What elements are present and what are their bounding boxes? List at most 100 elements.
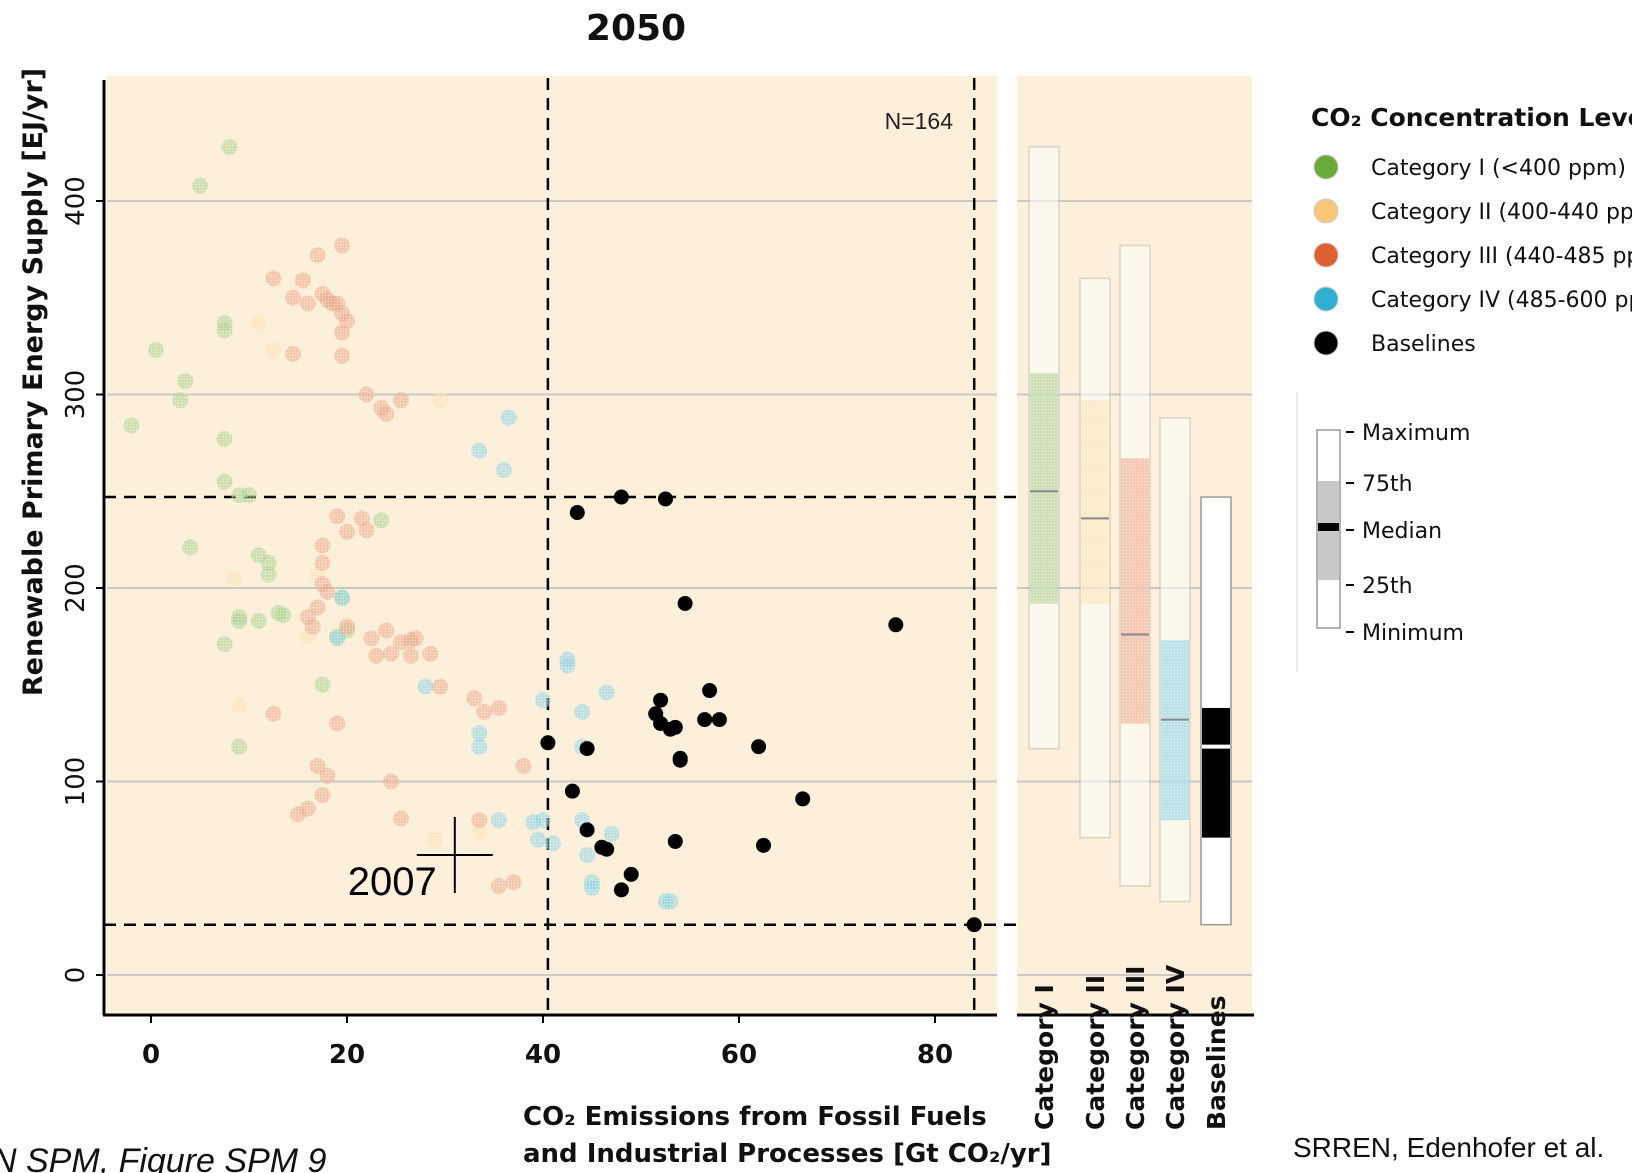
data-point-texture	[241, 487, 257, 504]
legend-title: CO₂ Concentration Levels	[1311, 103, 1632, 132]
data-point-texture	[495, 461, 512, 478]
data-point-baseline	[795, 791, 811, 807]
data-point-texture	[294, 272, 311, 289]
x-tick-label: 60	[721, 1040, 757, 1070]
data-point-baseline	[613, 489, 629, 505]
data-point-texture	[177, 372, 194, 389]
data-point-texture	[172, 392, 189, 409]
data-point-texture	[285, 345, 302, 362]
data-point-baseline	[966, 917, 982, 933]
data-point-texture	[471, 812, 488, 829]
boxplot-label: Category I	[1030, 984, 1059, 1130]
data-point-texture	[339, 523, 355, 540]
data-point-texture	[182, 539, 199, 556]
boxplot-labels: Category I Category II Category III Categor…	[1030, 964, 1231, 1130]
boxplot-texture	[1030, 373, 1058, 604]
legend-marker-baseline	[1313, 330, 1339, 356]
boxplot-cat1	[1028, 146, 1060, 750]
legend-items: Category I (<400 ppm) Category II (400-44…	[1313, 154, 1632, 357]
x-tick-label: 20	[329, 1040, 365, 1070]
data-point-texture	[530, 831, 547, 848]
data-point-texture	[329, 715, 346, 732]
data-point-baseline	[623, 866, 639, 882]
data-point-texture	[471, 738, 488, 755]
chart-title: 2050	[586, 8, 686, 49]
boxplot-label: Category II	[1081, 975, 1110, 1130]
data-point-texture	[471, 823, 488, 840]
data-point-texture	[466, 690, 483, 707]
data-point-texture	[515, 758, 532, 775]
data-point-baseline	[579, 741, 595, 757]
boxplot-cat2	[1079, 277, 1111, 839]
legend-label-cat1: Category I (<400 ppm)	[1371, 156, 1626, 181]
data-point-texture	[490, 812, 507, 829]
main-plot-background	[107, 76, 997, 1013]
data-point-texture	[584, 879, 600, 896]
data-point-texture	[319, 767, 336, 784]
boxplot-legend: Maximum 75th Median 25th Minimum	[1296, 392, 1470, 672]
data-point-texture	[299, 800, 316, 817]
n-annotation: N=164	[885, 108, 954, 134]
data-point-texture	[574, 703, 591, 720]
boxplot-baseline	[1200, 496, 1232, 926]
data-point-texture	[216, 473, 233, 490]
data-point-texture	[231, 609, 248, 626]
data-point-texture	[231, 698, 248, 715]
data-point-texture	[662, 893, 679, 910]
data-point-texture	[265, 705, 282, 722]
legend-label-cat2: Category II (400-440 ppm)	[1371, 200, 1632, 225]
x-tick-label: 40	[525, 1040, 561, 1070]
data-point-texture	[265, 341, 282, 358]
data-point-texture	[368, 647, 385, 664]
data-point-texture	[471, 442, 488, 459]
legend-marker-cat4	[1313, 286, 1339, 312]
data-point-texture	[334, 347, 351, 364]
data-point-texture	[579, 847, 596, 864]
boxplot-cat3	[1119, 244, 1151, 887]
boxplot-label: Category IV	[1161, 964, 1190, 1130]
y-tick-label: 400	[61, 176, 91, 226]
marker-2007: 2007	[348, 817, 493, 904]
data-point-texture	[285, 289, 302, 306]
data-point-baseline	[569, 505, 585, 521]
series-cat4	[329, 409, 679, 910]
legend-label-cat3: Category III (440-485 ppm)	[1371, 244, 1632, 269]
data-point-texture	[221, 138, 238, 155]
data-point-texture	[226, 570, 243, 587]
x-axis-label-line2: and Industrial Processes [Gt CO₂/yr]	[523, 1139, 1052, 1169]
data-point-baseline	[579, 822, 595, 838]
legend: CO₂ Concentration Levels Category I (<40…	[1296, 103, 1632, 672]
data-point-baseline	[653, 692, 669, 708]
data-point-baseline	[697, 712, 713, 728]
data-point-texture	[432, 678, 449, 695]
y-axis-label: Renewable Primary Energy Supply [EJ/yr]	[18, 68, 49, 696]
x-tick-label: 80	[917, 1040, 953, 1070]
y-ticks: 0 100 200 300 400	[61, 176, 104, 983]
data-point-texture	[329, 508, 346, 525]
data-point-texture	[373, 512, 390, 529]
boxplots	[1028, 146, 1232, 926]
main-plot: 2007 0 20 40 60 80 0 100 200 300 400 N=164	[61, 76, 1222, 1070]
x-axis-label-line1: CO₂ Emissions from Fossil Fuels	[523, 1102, 987, 1132]
data-point-texture	[334, 324, 351, 341]
boxplot-label: Category III	[1121, 966, 1150, 1130]
boxplot-iqr	[1202, 707, 1230, 838]
scatter-points	[123, 138, 982, 933]
data-point-texture	[216, 431, 233, 448]
data-point-texture	[500, 409, 517, 426]
data-point-texture	[334, 589, 351, 606]
data-point-texture	[427, 831, 444, 848]
y-tick-label: 200	[61, 563, 91, 613]
data-point-texture	[392, 392, 409, 409]
gridlines	[107, 200, 997, 976]
y-tick-label: 100	[61, 757, 91, 807]
data-point-texture	[309, 599, 326, 616]
series-baseline	[540, 489, 982, 933]
data-point-texture	[598, 684, 615, 701]
data-point-baseline	[599, 841, 615, 857]
data-point-baseline	[711, 712, 727, 728]
source-caption-right: SRREN, Edenhofer et al.	[1293, 1132, 1604, 1163]
marker-2007-label: 2007	[348, 860, 437, 904]
source-caption-left: N SPM, Figure SPM 9	[0, 1142, 327, 1173]
